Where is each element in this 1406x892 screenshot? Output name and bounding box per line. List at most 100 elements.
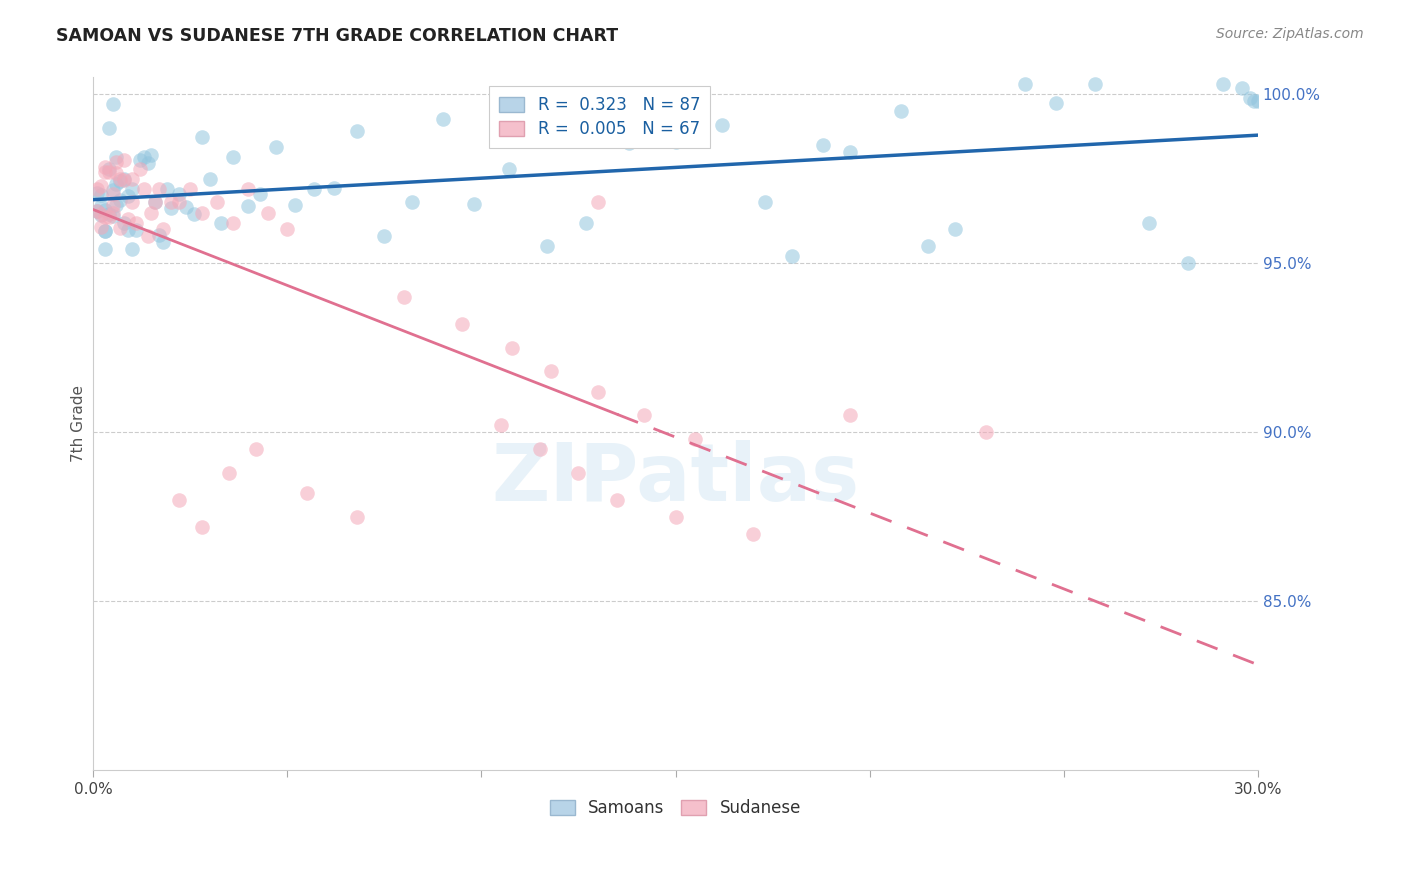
Point — [112, 153, 135, 167]
Text: SAMOAN VS SUDANESE 7TH GRADE CORRELATION CHART: SAMOAN VS SUDANESE 7TH GRADE CORRELATION… — [56, 27, 619, 45]
Point — [451, 317, 474, 331]
Point — [90, 188, 112, 202]
Point — [1239, 91, 1261, 105]
Point — [392, 290, 415, 304]
Point — [974, 425, 997, 439]
Point — [401, 195, 423, 210]
Point — [86, 203, 108, 218]
Point — [90, 220, 112, 235]
Point — [141, 148, 163, 162]
Point — [86, 186, 108, 200]
Point — [463, 197, 485, 211]
Point — [529, 442, 551, 456]
Point — [167, 195, 190, 210]
Point — [1137, 216, 1160, 230]
Point — [110, 220, 132, 235]
Point — [156, 182, 179, 196]
Point — [121, 182, 143, 196]
Point — [257, 205, 280, 219]
Point — [222, 150, 245, 164]
Point — [148, 182, 170, 196]
Point — [86, 182, 108, 196]
Point — [780, 250, 803, 264]
Point — [94, 224, 117, 238]
Point — [346, 124, 368, 138]
Point — [121, 195, 143, 210]
Point — [664, 135, 686, 149]
Point — [249, 187, 271, 202]
Point — [128, 161, 150, 176]
Point — [167, 492, 190, 507]
Point — [238, 199, 260, 213]
Point — [117, 189, 139, 203]
Point — [110, 172, 132, 186]
Point — [245, 442, 267, 456]
Point — [101, 209, 124, 223]
Point — [105, 177, 128, 191]
Point — [117, 223, 139, 237]
Point — [97, 165, 120, 179]
Point — [94, 211, 117, 225]
Point — [943, 222, 966, 236]
Point — [148, 228, 170, 243]
Point — [617, 136, 640, 151]
Point — [94, 165, 117, 179]
Text: Source: ZipAtlas.com: Source: ZipAtlas.com — [1216, 27, 1364, 41]
Point — [218, 466, 240, 480]
Point — [110, 174, 132, 188]
Point — [664, 509, 686, 524]
Point — [498, 161, 520, 176]
Point — [683, 432, 706, 446]
Point — [86, 203, 108, 218]
Point — [117, 212, 139, 227]
Point — [101, 182, 124, 196]
Legend: Samoans, Sudanese: Samoans, Sudanese — [543, 793, 807, 824]
Point — [575, 216, 598, 230]
Point — [112, 171, 135, 186]
Point — [1045, 96, 1067, 111]
Point — [97, 121, 120, 136]
Point — [132, 150, 155, 164]
Point — [191, 520, 214, 534]
Point — [489, 418, 512, 433]
Point — [90, 207, 112, 221]
Point — [890, 104, 912, 119]
Point — [586, 195, 609, 210]
Point — [276, 222, 298, 236]
Point — [540, 364, 562, 378]
Point — [132, 182, 155, 196]
Point — [143, 195, 166, 210]
Point — [94, 161, 117, 175]
Point — [97, 210, 120, 224]
Point — [567, 466, 589, 480]
Point — [159, 202, 181, 216]
Point — [198, 171, 221, 186]
Point — [90, 199, 112, 213]
Point — [1014, 77, 1036, 91]
Text: ZIPatlas: ZIPatlas — [491, 440, 859, 518]
Point — [917, 239, 939, 253]
Point — [179, 182, 201, 196]
Point — [754, 195, 776, 210]
Point — [105, 166, 128, 180]
Point — [191, 205, 214, 219]
Point — [586, 384, 609, 399]
Point — [112, 216, 135, 230]
Point — [152, 222, 174, 236]
Point — [90, 178, 112, 193]
Point — [346, 509, 368, 524]
Point — [110, 193, 132, 207]
Point — [322, 181, 344, 195]
Point — [136, 229, 159, 244]
Point — [1177, 256, 1199, 270]
Point — [176, 200, 198, 214]
Point — [90, 208, 112, 222]
Point — [839, 409, 862, 423]
Point — [711, 119, 734, 133]
Point — [238, 182, 260, 196]
Point — [105, 150, 128, 164]
Point — [112, 173, 135, 187]
Point — [183, 207, 205, 221]
Point — [742, 526, 765, 541]
Point — [304, 181, 326, 195]
